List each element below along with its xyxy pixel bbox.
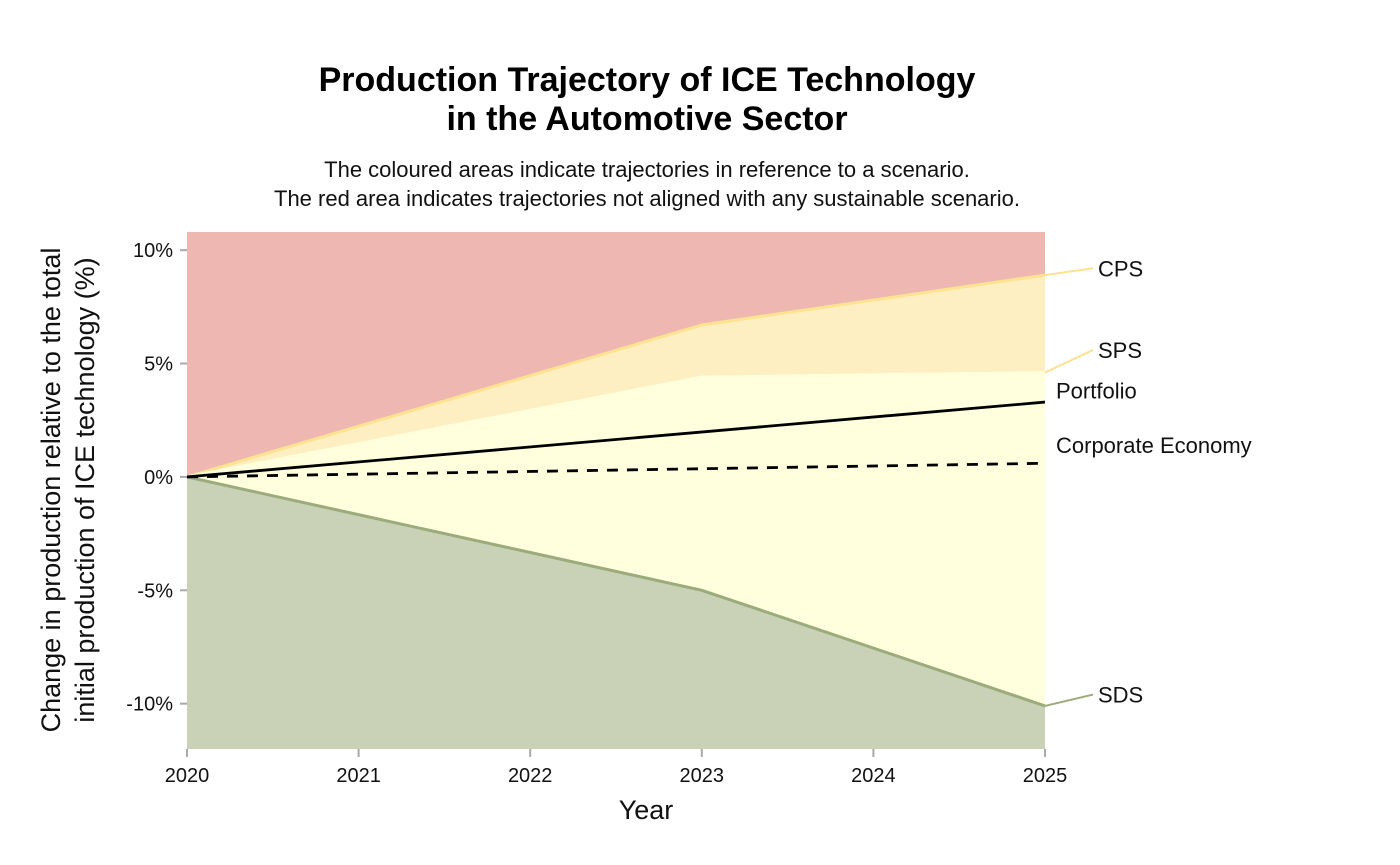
band-cps — [187, 275, 1045, 477]
x-tick-label: 2023 — [680, 765, 725, 787]
y-tick-label: 10% — [133, 240, 173, 262]
sps-label-leader — [1044, 349, 1094, 374]
y-axis-title-line-2: initial production of ICE technology (%) — [70, 257, 100, 722]
plot-area: 10% 5% 0% -5% -10% 2020 2021 2022 2023 2024 2025 CP… — [126, 232, 1252, 787]
x-tick-label: 2024 — [851, 765, 896, 787]
sds-label: SDS — [1098, 683, 1143, 708]
cps-boundary-line — [186, 273, 1046, 479]
cps-label-leader — [1044, 267, 1094, 277]
y-tick-label: -10% — [126, 694, 173, 716]
y-axis-title-line-1: Change in production relative to the tot… — [36, 248, 66, 733]
band-sps — [187, 372, 1045, 706]
portfolio-label: Portfolio — [1056, 379, 1137, 404]
band-not-aligned — [187, 232, 1045, 477]
x-tick-label: 2022 — [508, 765, 553, 787]
chart-title-line-2: in the Automotive Sector — [446, 100, 847, 138]
sps-label: SPS — [1098, 338, 1142, 363]
corporate-economy-label: Corporate Economy — [1056, 433, 1252, 458]
chart-title-line-1: Production Trajectory of ICE Technology — [319, 61, 976, 99]
chart-subtitle-line-2: The red area indicates trajectories not … — [274, 186, 1020, 211]
x-axis-title: Year — [619, 795, 674, 825]
x-tick-label: 2020 — [165, 765, 210, 787]
sds-boundary-line — [186, 475, 1046, 708]
band-sds — [187, 476, 1045, 749]
corporate-economy-line — [186, 461, 1046, 479]
chart-subtitle-line-1: The coloured areas indicate trajectories… — [324, 157, 970, 182]
sds-label-leader — [1044, 693, 1094, 707]
cps-label: CPS — [1098, 256, 1143, 281]
x-tick-label: 2025 — [1023, 765, 1068, 787]
x-tick-label: 2021 — [336, 765, 381, 787]
y-tick-label: -5% — [137, 580, 173, 602]
portfolio-line — [186, 400, 1046, 479]
sps-boundary-line — [186, 371, 1046, 479]
y-tick-label: 0% — [144, 467, 173, 489]
y-tick-label: 5% — [144, 354, 173, 376]
